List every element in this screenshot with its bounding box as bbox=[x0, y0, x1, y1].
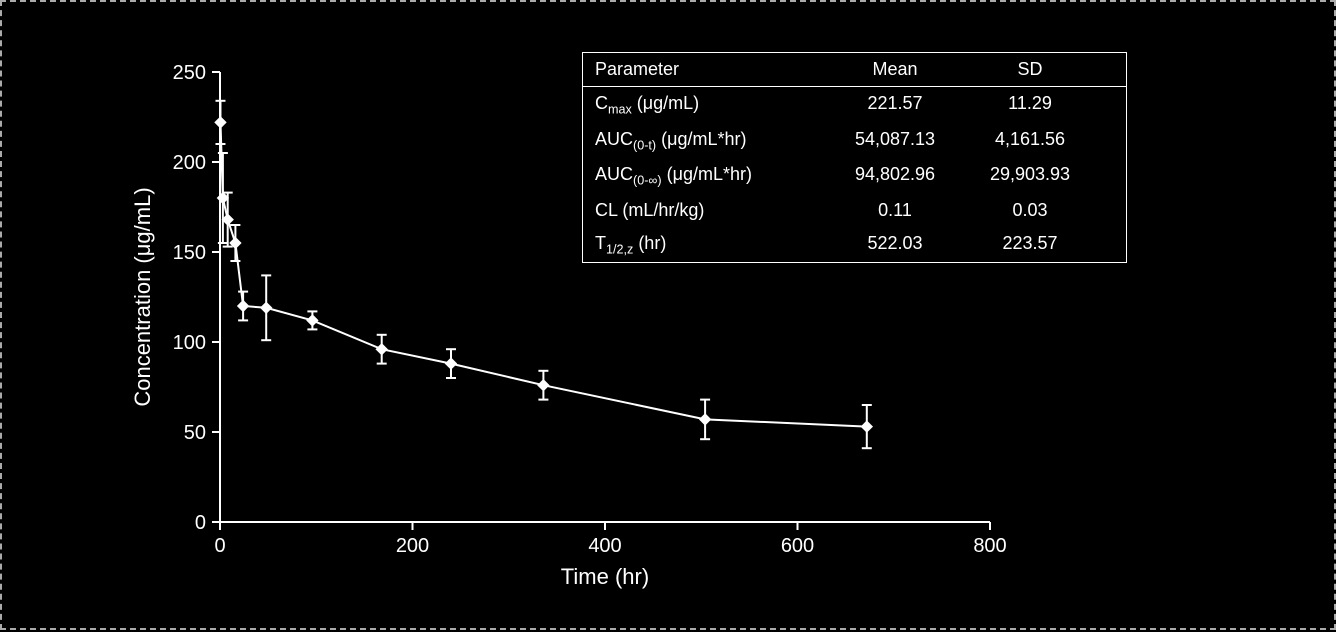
sd-cell: 223.57 bbox=[965, 233, 1095, 257]
table-row: CL (mL/hr/kg)0.110.03 bbox=[583, 194, 1126, 227]
table-row: Cmax (μg/mL)221.5711.29 bbox=[583, 87, 1126, 123]
table-row: AUC(0-t) (μg/mL*hr)54,087.134,161.56 bbox=[583, 123, 1126, 159]
y-axis-label: Concentration (μg/mL) bbox=[130, 187, 155, 406]
param-cell: Cmax (μg/mL) bbox=[595, 93, 825, 117]
table-header-cell: Mean bbox=[825, 59, 965, 80]
table-header-row: ParameterMeanSD bbox=[583, 53, 1126, 87]
x-tick-label: 0 bbox=[214, 535, 225, 557]
y-tick-label: 200 bbox=[173, 152, 206, 174]
table-header-cell: Parameter bbox=[595, 59, 825, 80]
mean-cell: 221.57 bbox=[825, 93, 965, 117]
data-marker bbox=[238, 301, 249, 312]
mean-cell: 522.03 bbox=[825, 233, 965, 257]
y-tick-label: 100 bbox=[173, 332, 206, 354]
data-marker bbox=[861, 421, 872, 432]
x-tick-label: 400 bbox=[588, 535, 621, 557]
param-cell: AUC(0-∞) (μg/mL*hr) bbox=[595, 164, 825, 188]
param-cell: CL (mL/hr/kg) bbox=[595, 200, 825, 221]
y-tick-label: 150 bbox=[173, 242, 206, 264]
param-cell: AUC(0-t) (μg/mL*hr) bbox=[595, 129, 825, 153]
sd-cell: 11.29 bbox=[965, 93, 1095, 117]
data-marker bbox=[700, 414, 711, 425]
mean-cell: 94,802.96 bbox=[825, 164, 965, 188]
table-header-cell: SD bbox=[965, 59, 1095, 80]
data-marker bbox=[307, 315, 318, 326]
pk-parameter-table: ParameterMeanSDCmax (μg/mL)221.5711.29AU… bbox=[582, 52, 1127, 263]
y-tick-label: 250 bbox=[173, 62, 206, 84]
data-marker bbox=[538, 380, 549, 391]
table-row: T1/2,z (hr)522.03223.57 bbox=[583, 227, 1126, 263]
data-marker bbox=[215, 117, 226, 128]
x-tick-label: 600 bbox=[781, 535, 814, 557]
x-tick-label: 800 bbox=[973, 535, 1006, 557]
figure-container: { "chart": { "type": "line-scatter-error… bbox=[0, 0, 1336, 630]
x-axis-label: Time (hr) bbox=[561, 564, 649, 589]
sd-cell: 29,903.93 bbox=[965, 164, 1095, 188]
y-tick-label: 50 bbox=[184, 422, 206, 444]
mean-cell: 0.11 bbox=[825, 200, 965, 221]
x-tick-label: 200 bbox=[396, 535, 429, 557]
param-cell: T1/2,z (hr) bbox=[595, 233, 825, 257]
y-tick-label: 0 bbox=[195, 512, 206, 534]
mean-cell: 54,087.13 bbox=[825, 129, 965, 153]
data-marker bbox=[261, 302, 272, 313]
table-row: AUC(0-∞) (μg/mL*hr)94,802.9629,903.93 bbox=[583, 158, 1126, 194]
sd-cell: 0.03 bbox=[965, 200, 1095, 221]
sd-cell: 4,161.56 bbox=[965, 129, 1095, 153]
data-marker bbox=[376, 344, 387, 355]
data-marker bbox=[446, 358, 457, 369]
